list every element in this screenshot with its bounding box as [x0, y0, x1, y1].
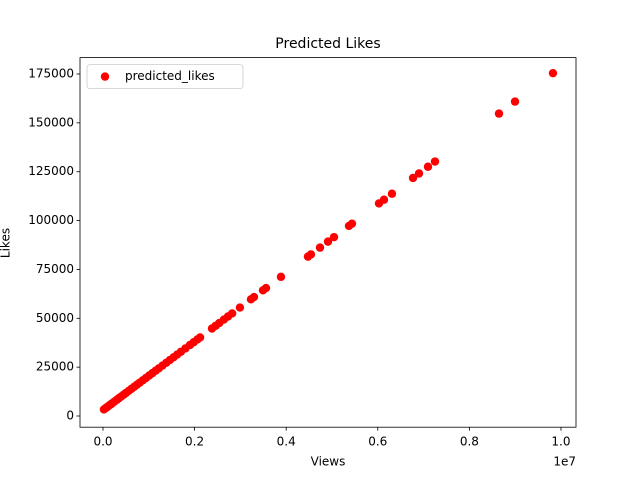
point	[379, 195, 389, 204]
point	[387, 189, 397, 198]
plot-frame	[79, 57, 577, 428]
y-tick-label: 25000	[36, 360, 74, 374]
legend-label: predicted_likes	[125, 69, 215, 83]
point	[227, 309, 237, 318]
point	[423, 162, 433, 171]
point	[323, 237, 333, 246]
legend-marker	[100, 72, 110, 81]
point	[315, 243, 325, 252]
point	[414, 169, 424, 178]
x-tick-label: 0.4	[277, 435, 296, 449]
point	[195, 333, 205, 342]
chart-title: Predicted Likes	[275, 36, 380, 52]
point	[249, 292, 259, 302]
y-tick-label: 0	[66, 409, 74, 423]
point	[347, 219, 357, 228]
x-tick-label: 1.0	[551, 435, 570, 449]
point	[510, 97, 520, 106]
y-tick-label: 175000	[28, 67, 74, 81]
point	[306, 250, 316, 259]
point	[235, 303, 245, 312]
y-tick-label: 125000	[28, 164, 74, 178]
x-tick-label: 0.8	[460, 435, 479, 449]
x-tick-label: 0.2	[185, 435, 204, 449]
point	[430, 157, 440, 166]
point	[329, 232, 339, 242]
point	[261, 283, 271, 293]
x-offset-label: 1e7	[553, 455, 576, 469]
x-tick-label: 0.0	[93, 435, 112, 449]
x-tick-label: 0.6	[368, 435, 387, 449]
y-tick-label: 150000	[28, 115, 74, 129]
y-tick-label: 100000	[28, 213, 74, 227]
point	[276, 272, 286, 282]
y-axis-label: Likes	[0, 228, 13, 258]
point	[408, 173, 418, 183]
y-tick-label: 50000	[36, 311, 74, 325]
point	[548, 68, 558, 78]
legend-box	[86, 64, 244, 89]
point	[494, 109, 504, 118]
y-tick-label: 75000	[36, 262, 74, 276]
x-axis-label: Views	[311, 455, 346, 469]
